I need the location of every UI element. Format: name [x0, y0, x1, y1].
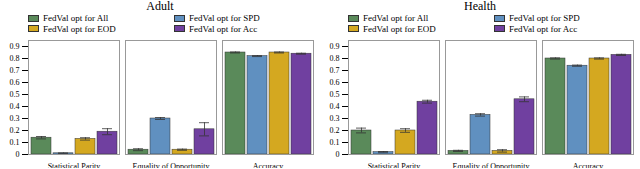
svg-text:Statistical Parity: Statistical Parity — [368, 162, 421, 168]
html-text:FedVal opt for Acc: FedVal opt for Acc — [189, 23, 258, 34]
svg-text:Statistical Parity: Statistical Parity — [48, 162, 101, 168]
html-text:FedVal opt for EOD: FedVal opt for EOD — [43, 23, 116, 34]
svg-text:0.5: 0.5 — [330, 90, 340, 99]
svg-text:0.7: 0.7 — [330, 66, 340, 75]
svg-text:0.2: 0.2 — [330, 126, 340, 135]
svg-text:Equality of Opportunity: Equality of Opportunity — [133, 162, 210, 168]
svg-text:0.4: 0.4 — [330, 102, 340, 111]
svg-text:0.5: 0.5 — [10, 90, 20, 99]
svg-text:0.6: 0.6 — [330, 78, 340, 87]
svg-text:0.2: 0.2 — [10, 126, 20, 135]
svg-text:Accuracy: Accuracy — [573, 162, 604, 168]
svg-text:0.8: 0.8 — [10, 54, 20, 63]
svg-text:0.3: 0.3 — [10, 114, 20, 123]
svg-text:0: 0 — [16, 150, 20, 159]
html-text:Health: Health — [464, 0, 496, 13]
svg-text:0: 0 — [336, 150, 340, 159]
svg-text:0.1: 0.1 — [10, 138, 20, 147]
html-text:FedVal opt for EOD: FedVal opt for EOD — [363, 23, 436, 34]
svg-text:0.6: 0.6 — [10, 78, 20, 87]
svg-text:0.3: 0.3 — [330, 114, 340, 123]
html-text:FedVal opt for All: FedVal opt for All — [43, 13, 109, 24]
svg-text:0.8: 0.8 — [330, 54, 340, 63]
svg-text:0.9: 0.9 — [10, 42, 20, 51]
svg-text:Accuracy: Accuracy — [253, 162, 284, 168]
svg-text:Equality of Opportunity: Equality of Opportunity — [453, 162, 530, 168]
svg-text:0.4: 0.4 — [10, 102, 20, 111]
html-text:Adult: Adult — [146, 0, 174, 13]
html-text:FedVal opt for All: FedVal opt for All — [363, 13, 429, 24]
svg-text:0.7: 0.7 — [10, 66, 20, 75]
svg-text:0.1: 0.1 — [330, 138, 340, 147]
svg-text:0.9: 0.9 — [330, 42, 340, 51]
html-text:FedVal opt for Acc: FedVal opt for Acc — [509, 23, 578, 34]
html-text:FedVal opt for SPD: FedVal opt for SPD — [189, 13, 260, 24]
html-text:FedVal opt for SPD: FedVal opt for SPD — [509, 13, 580, 24]
